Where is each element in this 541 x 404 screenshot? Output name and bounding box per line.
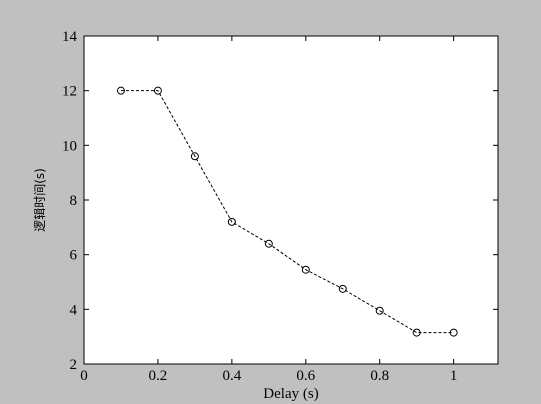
y-tick-label: 8 [70,193,78,209]
x-tick-label: 0.2 [149,368,168,384]
x-tick-label: 1 [450,368,458,384]
data-point [412,328,421,337]
data-point [227,217,236,226]
y-tick-label: 10 [62,138,77,154]
x-axis-label: Delay (s) [263,386,318,402]
x-tick-label: 0.6 [296,368,315,384]
x-tick-label: 0.8 [370,368,389,384]
y-tick-label: 4 [70,302,78,318]
x-tick-label: 0.4 [222,368,241,384]
y-axis-label: 逻辑时间(s) [33,168,47,232]
data-point [190,152,199,161]
y-tick-label: 14 [62,29,78,45]
x-axis-ticks: 0 0.2 0.4 0.6 0.8 1 [80,36,457,384]
plot-area [84,36,498,364]
series-layer [116,86,458,337]
x-tick-label: 0 [80,368,88,384]
series-line [120,90,454,334]
y-tick-label: 6 [70,248,78,264]
data-point [338,284,347,293]
data-point [449,328,458,337]
y-tick-label: 2 [70,357,78,373]
data-point [375,306,384,315]
data-point [153,86,162,95]
y-axis-ticks: 2 4 6 8 10 12 14 [62,29,498,373]
data-point [116,86,125,95]
y-tick-label: 12 [62,84,77,100]
data-point [301,265,310,274]
data-point [264,239,273,248]
